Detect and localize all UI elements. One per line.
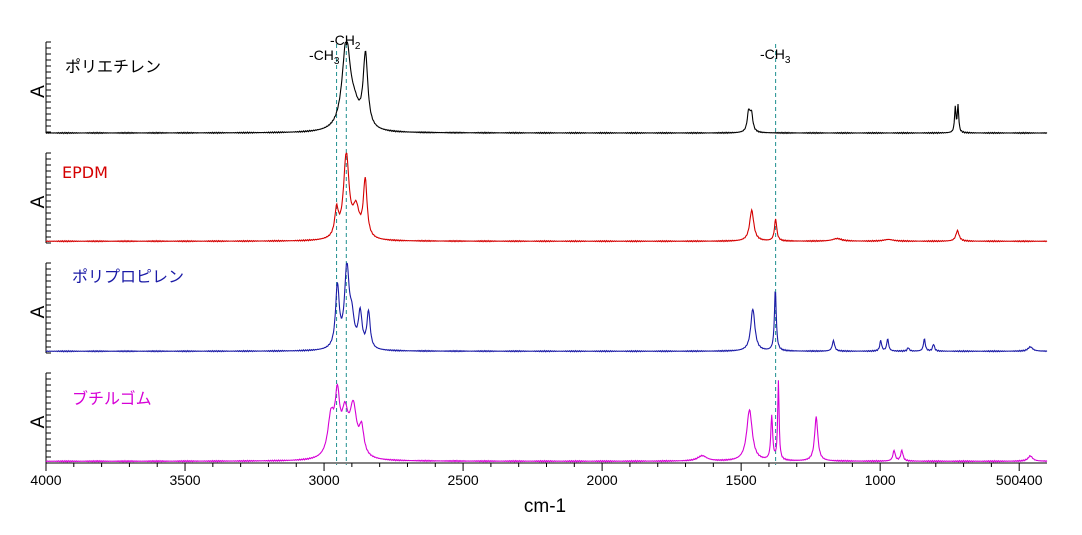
series-label: ポリプロピレン: [72, 267, 184, 286]
series-line: [45, 152, 1048, 243]
x-axis-label: cm-1: [524, 496, 566, 517]
y-axis-label: A: [28, 305, 49, 318]
peak-annotations: -CH3-CH2 -CH3: [309, 32, 791, 67]
x-tick-label: 500400: [996, 472, 1043, 488]
series-label: EPDM: [62, 163, 108, 182]
series-label: ブチルゴム: [72, 389, 152, 408]
axes: A A A A 4000 3500 3000 2500 2000 1500 1000 500400: [28, 41, 1047, 488]
x-tick-label: 1500: [726, 472, 757, 488]
x-tick-label: 4000: [30, 472, 61, 488]
series-label: ポリエチレン: [65, 57, 161, 76]
x-tick-label: 2500: [448, 472, 479, 488]
series-line: [45, 380, 1048, 463]
series-line: [45, 262, 1048, 353]
x-tick-label: 3000: [308, 472, 339, 488]
reference-lines: [336, 44, 777, 465]
peak-annotation: -CH3: [309, 47, 340, 67]
y-axis-label: A: [28, 195, 49, 208]
x-tick-label: 1000: [865, 472, 896, 488]
series-line: [45, 41, 1048, 135]
peak-annotation: -CH2: [330, 32, 361, 52]
x-tick-label: 3500: [169, 472, 200, 488]
peak-annotation: -CH3: [760, 46, 791, 66]
y-axis-label: A: [28, 85, 49, 98]
y-axis-label: A: [28, 415, 49, 428]
x-tick-label: 2000: [587, 472, 618, 488]
spectra-series: [45, 41, 1048, 463]
